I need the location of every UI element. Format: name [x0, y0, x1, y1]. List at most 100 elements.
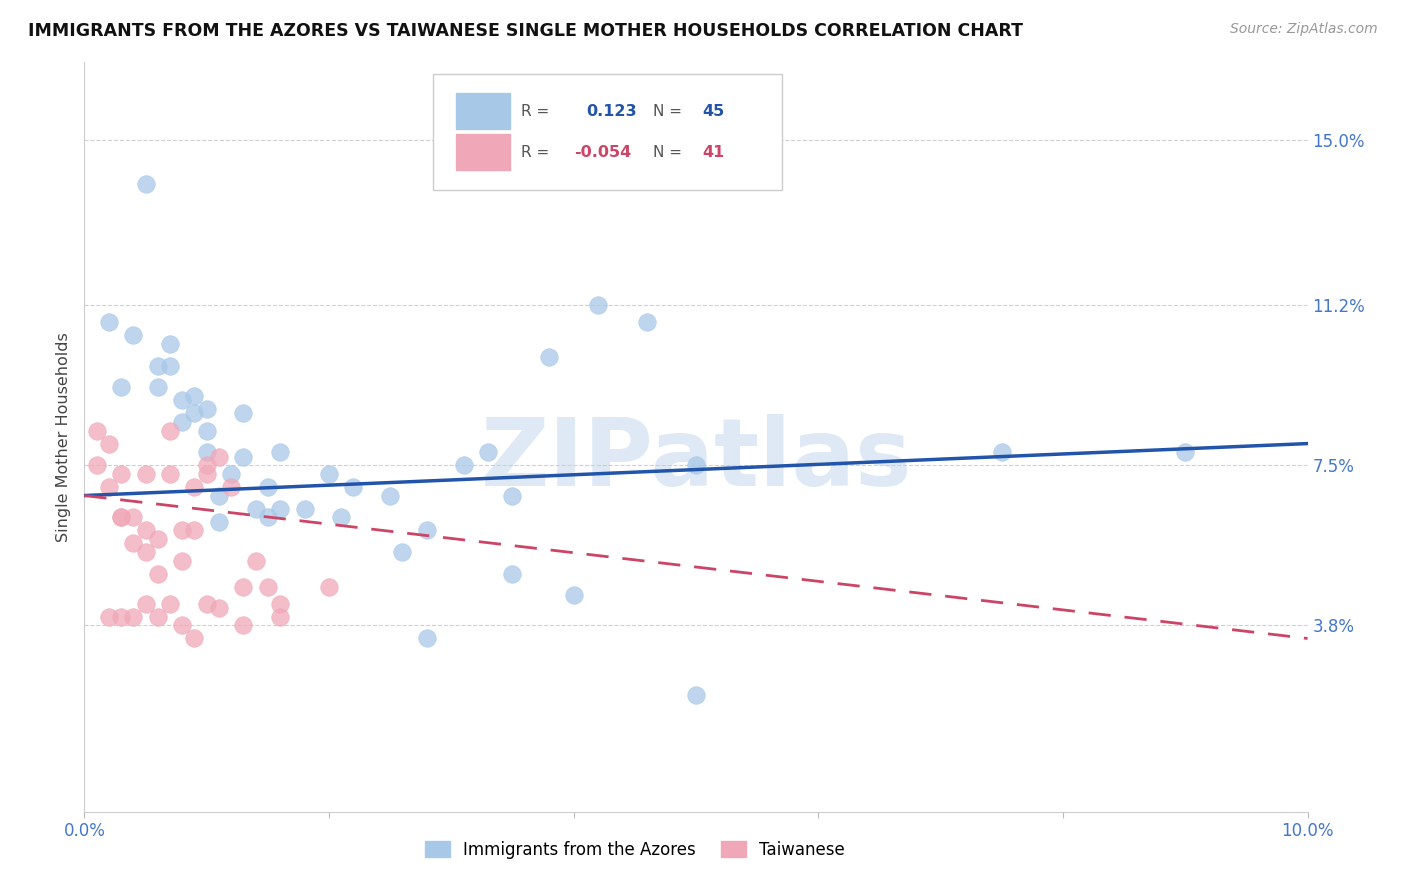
Point	[110, 510, 132, 524]
Point	[269, 445, 291, 459]
Point	[208, 489, 231, 503]
Point	[685, 458, 707, 473]
Point	[146, 610, 169, 624]
Text: N =: N =	[654, 145, 682, 160]
Point	[245, 501, 267, 516]
Point	[1174, 445, 1197, 459]
Text: IMMIGRANTS FROM THE AZORES VS TAIWANESE SINGLE MOTHER HOUSEHOLDS CORRELATION CHA: IMMIGRANTS FROM THE AZORES VS TAIWANESE …	[28, 22, 1024, 40]
Point	[391, 545, 413, 559]
Point	[159, 424, 181, 438]
Point	[269, 597, 291, 611]
Text: 0.123: 0.123	[586, 103, 637, 119]
Point	[195, 401, 218, 416]
Point	[269, 610, 291, 624]
Point	[183, 523, 205, 537]
Point	[110, 467, 132, 481]
Point	[183, 480, 205, 494]
Point	[135, 545, 157, 559]
FancyBboxPatch shape	[456, 93, 510, 129]
FancyBboxPatch shape	[433, 74, 782, 190]
Point	[318, 467, 340, 481]
Point	[97, 610, 120, 624]
Point	[135, 467, 157, 481]
Point	[586, 298, 609, 312]
Point	[269, 501, 291, 516]
Point	[97, 315, 120, 329]
Point	[146, 566, 169, 581]
Point	[453, 458, 475, 473]
Text: 41: 41	[702, 145, 724, 160]
Point	[380, 489, 402, 503]
Point	[159, 359, 181, 373]
Point	[159, 467, 181, 481]
Point	[86, 458, 108, 473]
Point	[219, 480, 242, 494]
Point	[97, 480, 120, 494]
Point	[330, 510, 353, 524]
Point	[991, 445, 1014, 459]
Point	[159, 597, 181, 611]
Point	[502, 489, 524, 503]
Point	[110, 610, 132, 624]
Point	[195, 458, 218, 473]
Point	[110, 380, 132, 394]
Point	[257, 510, 280, 524]
Point	[245, 553, 267, 567]
Text: ZIPatlas: ZIPatlas	[481, 414, 911, 506]
Point	[146, 532, 169, 546]
Point	[219, 467, 242, 481]
Point	[172, 393, 194, 408]
Point	[195, 424, 218, 438]
Point	[416, 632, 439, 646]
Point	[477, 445, 499, 459]
Text: Source: ZipAtlas.com: Source: ZipAtlas.com	[1230, 22, 1378, 37]
Point	[122, 610, 145, 624]
Point	[110, 510, 132, 524]
Point	[208, 601, 231, 615]
Point	[318, 580, 340, 594]
Text: 45: 45	[702, 103, 724, 119]
Point	[122, 536, 145, 550]
Point	[159, 337, 181, 351]
Point	[97, 436, 120, 450]
Point	[208, 515, 231, 529]
Point	[146, 380, 169, 394]
Point	[195, 445, 218, 459]
Point	[195, 467, 218, 481]
Text: R =: R =	[522, 145, 550, 160]
Point	[294, 501, 316, 516]
Point	[183, 406, 205, 420]
Text: N =: N =	[654, 103, 682, 119]
Point	[538, 350, 561, 364]
Point	[257, 580, 280, 594]
Point	[135, 177, 157, 191]
Point	[135, 523, 157, 537]
Point	[146, 359, 169, 373]
Point	[172, 415, 194, 429]
Point	[172, 523, 194, 537]
Point	[502, 566, 524, 581]
Point	[135, 597, 157, 611]
Point	[685, 688, 707, 702]
Point	[122, 510, 145, 524]
Point	[232, 450, 254, 464]
Point	[232, 618, 254, 632]
Legend: Immigrants from the Azores, Taiwanese: Immigrants from the Azores, Taiwanese	[416, 832, 853, 867]
Point	[172, 553, 194, 567]
Point	[232, 580, 254, 594]
Point	[232, 406, 254, 420]
Point	[208, 450, 231, 464]
Y-axis label: Single Mother Households: Single Mother Households	[56, 332, 72, 542]
Text: -0.054: -0.054	[574, 145, 631, 160]
Point	[122, 328, 145, 343]
Point	[342, 480, 364, 494]
Point	[636, 315, 658, 329]
Text: R =: R =	[522, 103, 550, 119]
Point	[172, 618, 194, 632]
Point	[257, 480, 280, 494]
Point	[183, 389, 205, 403]
FancyBboxPatch shape	[456, 135, 510, 170]
Point	[86, 424, 108, 438]
Point	[562, 588, 585, 602]
Point	[195, 597, 218, 611]
